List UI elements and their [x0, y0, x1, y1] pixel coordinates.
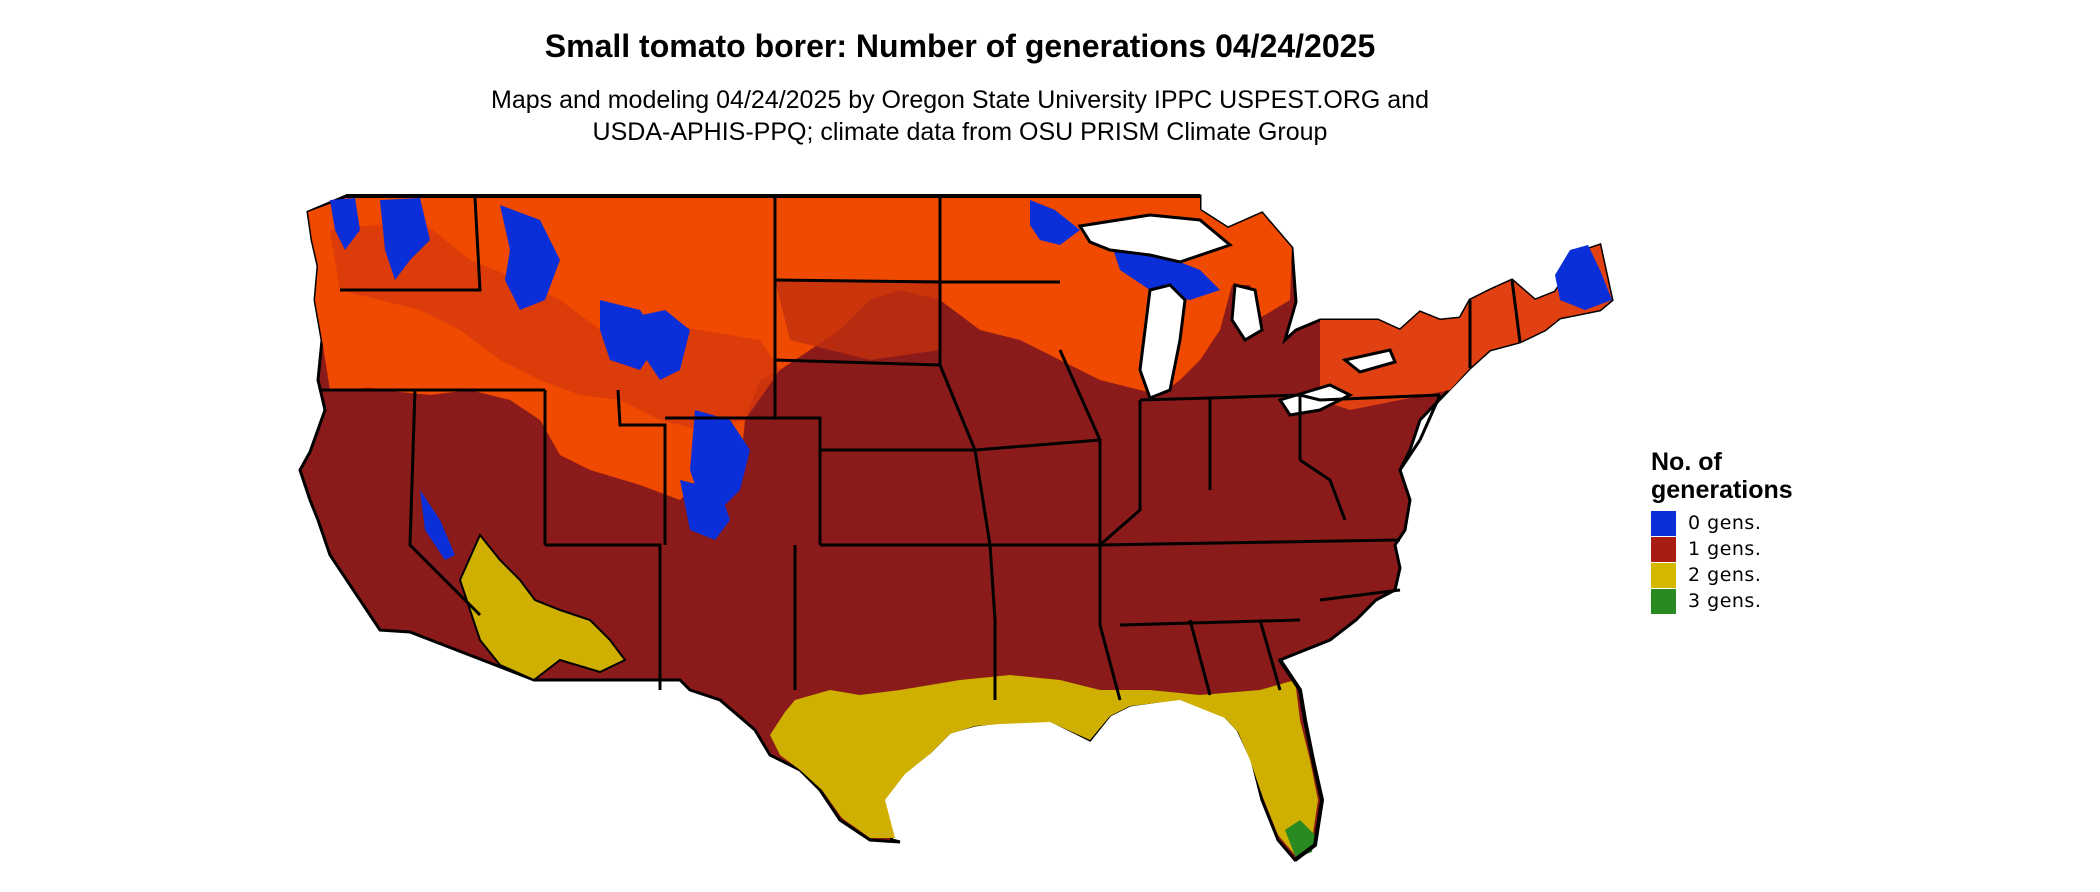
legend-label: 3 gens. [1688, 590, 1762, 612]
plains-mid-zone [775, 280, 940, 360]
legend-label: 2 gens. [1688, 564, 1762, 586]
legend-item-0-gens: 0 gens. [1651, 510, 1793, 536]
subtitle-line-1: Maps and modeling 04/24/2025 by Oregon S… [491, 86, 1429, 114]
legend-item-3-gens: 3 gens. [1651, 588, 1793, 614]
map-subtitle: Maps and modeling 04/24/2025 by Oregon S… [0, 84, 1920, 148]
zero-generation-areas [330, 198, 1612, 560]
northeast-orange-zone [1320, 245, 1612, 410]
legend-swatch [1651, 588, 1676, 614]
two-generation-band [458, 533, 627, 682]
legend-label: 1 gens. [1688, 538, 1762, 560]
legend-label: 0 gens. [1688, 512, 1762, 534]
gulf-coast-yellow [770, 675, 1318, 855]
coastline-outline [346, 194, 1325, 862]
subtitle-line-2: USDA-APHIS-PPQ; climate data from OSU PR… [592, 118, 1328, 146]
map-title: Small tomato borer: Number of generation… [544, 28, 1376, 64]
legend-title-line-1: No. of [1651, 448, 1722, 476]
legend: No. of generations 0 gens. 1 gens. 2 gen… [1651, 448, 1793, 614]
great-lakes [1077, 213, 1398, 417]
state-borders [320, 197, 1522, 701]
legend-item-2-gens: 2 gens. [1651, 562, 1793, 588]
north-mid-zone [330, 220, 780, 430]
legend-swatch [1651, 510, 1676, 536]
legend-swatch [1651, 536, 1676, 562]
legend-title-line-2: generations [1651, 476, 1793, 504]
legend-title: No. of generations [1651, 448, 1793, 504]
legend-item-1-gens: 1 gens. [1651, 536, 1793, 562]
legend-swatch [1651, 562, 1676, 588]
